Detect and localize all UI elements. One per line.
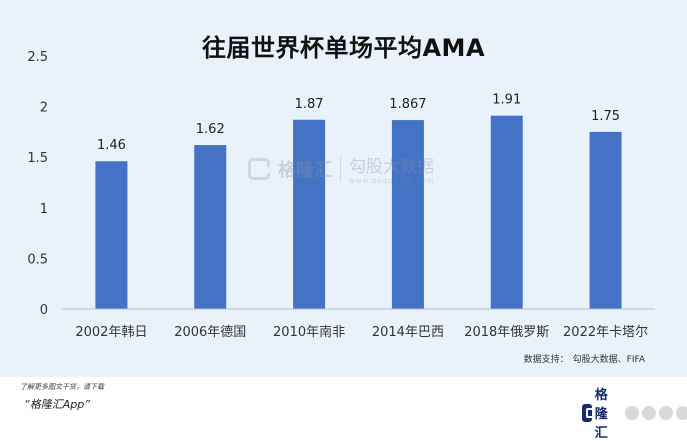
y-axis: 0 0.5 1 1.5 2 2.5	[27, 50, 48, 318]
data-source: 数据支持： 勾股大数据、FIFA	[520, 352, 645, 365]
chart-card: 0 0.5 1 1.5 2 2.5 1.46 1.62 1.87 1.867 1.91 1.75 2…	[0, 0, 687, 377]
data-source-label: 数据支持：	[523, 355, 569, 365]
bar	[95, 161, 128, 309]
share-dot-icon[interactable]	[642, 405, 657, 420]
bar-data-label: 1.75	[591, 109, 620, 124]
x-axis: 2002年韩日 2006年德国 2010年南非 2014年巴西 2018年俄罗斯 2022…	[62, 308, 655, 340]
footer-brand-text: 格隆汇	[594, 388, 608, 441]
watermark-left-text: 格隆汇	[278, 159, 332, 181]
x-tick-label: 2014年巴西	[372, 325, 444, 340]
share-dot-icon[interactable]	[659, 405, 674, 420]
bar-data-label: 1.87	[295, 97, 324, 112]
bar-data-label: 1.62	[196, 122, 225, 137]
watermark-divider	[340, 155, 341, 182]
x-tick-label: 2022年卡塔尔	[563, 325, 648, 340]
footer-logo: 格隆汇	[582, 384, 687, 441]
share-dot-icon[interactable]	[625, 405, 640, 420]
x-tick-label: 2002年韩日	[75, 325, 147, 340]
bar	[293, 119, 326, 309]
brand-logo-icon	[582, 403, 596, 422]
y-tick-label: 0	[40, 303, 48, 318]
x-tick-label: 2018年俄罗斯	[464, 325, 549, 340]
bar-data-label: 1.91	[492, 93, 521, 108]
bar	[194, 145, 227, 309]
watermark-url: www.gogudata.com	[349, 177, 435, 185]
watermark-right-text: 勾股大数据	[349, 157, 434, 177]
bars	[95, 115, 622, 309]
footer-note: 了解更多图文干货，请下载	[20, 383, 104, 391]
bar-data-label: 1.46	[97, 138, 126, 153]
y-tick-label: 2	[40, 101, 48, 116]
x-tick-label: 2006年德国	[174, 325, 246, 340]
bar-data-label: 1.867	[389, 97, 426, 112]
watermark-logo-icon	[248, 157, 270, 180]
footer-app-name: “格隆汇App”	[24, 398, 90, 411]
bar-chart: 0 0.5 1 1.5 2 2.5 1.46 1.62 1.87 1.867 1.91 1.75 2…	[27, 50, 655, 340]
data-source-value: 勾股大数据、FIFA	[572, 355, 645, 365]
watermark: 格隆汇 勾股大数据 www.gogudata.com	[248, 152, 434, 185]
y-tick-label: 1	[40, 202, 48, 217]
y-tick-label: 1.5	[27, 151, 48, 166]
watermark-right: 勾股大数据 www.gogudata.com	[349, 152, 434, 185]
chart-title: 往届世界杯单场平均AMA	[201, 34, 486, 62]
x-tick-label: 2010年南非	[273, 324, 345, 340]
bar	[589, 131, 622, 309]
footer-dots	[625, 405, 687, 420]
bar	[490, 115, 523, 309]
bar-labels: 1.46 1.62 1.87 1.867 1.91 1.75	[97, 93, 620, 154]
y-tick-label: 0.5	[27, 252, 48, 267]
y-tick-label: 2.5	[27, 50, 48, 65]
bar	[391, 120, 424, 309]
share-dot-icon[interactable]	[676, 405, 687, 420]
